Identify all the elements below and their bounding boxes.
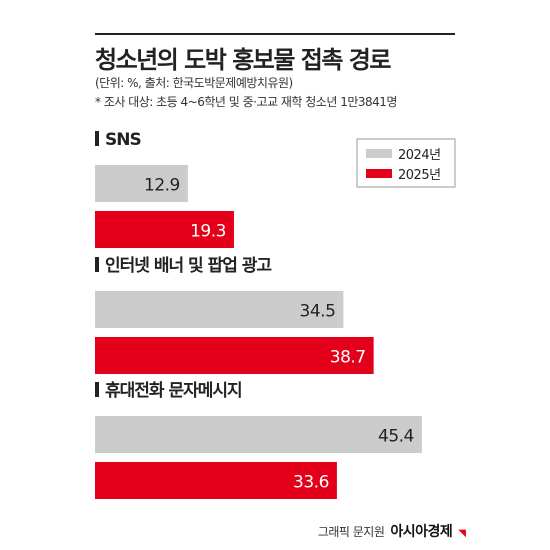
category-label: 인터넷 배너 및 팝업 광고 bbox=[105, 256, 272, 276]
legend-label: 2025년 bbox=[398, 168, 441, 183]
bar bbox=[95, 416, 422, 453]
category-marker bbox=[95, 131, 99, 146]
data-label: 45.4 bbox=[378, 427, 414, 447]
footer: 그래픽 문지원 아시아경제 ◥ bbox=[318, 521, 466, 541]
legend-swatch bbox=[366, 149, 392, 158]
data-label: 38.7 bbox=[330, 348, 366, 368]
data-label: 19.3 bbox=[190, 222, 226, 242]
legend-label: 2024년 bbox=[398, 148, 441, 163]
category-label: 휴대전화 문자메시지 bbox=[105, 380, 242, 401]
bar bbox=[95, 165, 188, 202]
legend-swatch bbox=[366, 169, 392, 178]
bar bbox=[95, 337, 374, 374]
bar bbox=[95, 211, 234, 248]
publisher-mark-icon: ◥ bbox=[458, 528, 466, 539]
data-label: 34.5 bbox=[300, 302, 336, 322]
publisher-logo: 아시아경제 bbox=[390, 524, 453, 540]
legend-box bbox=[356, 138, 456, 188]
data-label: 33.6 bbox=[293, 473, 329, 493]
subtitle-source: (단위: %, 출처: 한국도박문제예방치유원) bbox=[95, 76, 293, 90]
graphic-credit: 그래픽 문지원 bbox=[317, 525, 385, 539]
category-label: SNS bbox=[105, 130, 141, 150]
chart-title: 청소년의 도박 홍보물 접촉 경로 bbox=[95, 46, 391, 74]
bar bbox=[95, 291, 344, 328]
title-rule bbox=[95, 33, 455, 35]
category-marker bbox=[95, 257, 99, 272]
data-label: 12.9 bbox=[144, 176, 180, 196]
category-marker bbox=[95, 382, 99, 397]
subtitle-note: * 조사 대상: 초등 4~6학년 및 중·고교 재학 청소년 1만3841명 bbox=[95, 95, 397, 109]
bar bbox=[95, 462, 337, 499]
